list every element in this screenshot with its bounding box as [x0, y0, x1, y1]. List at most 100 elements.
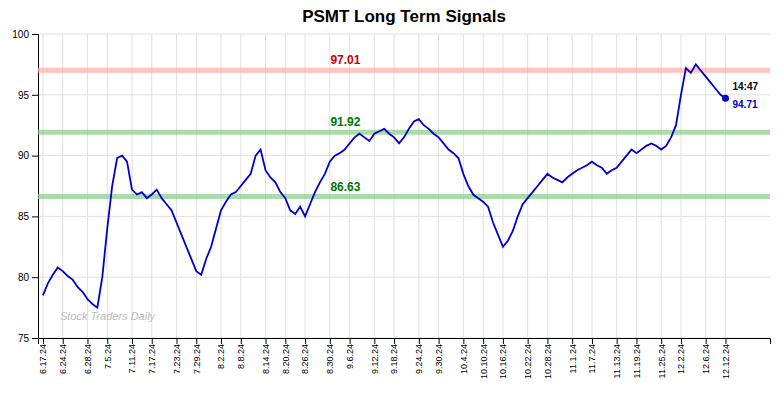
x-tick: 10.16.24	[498, 338, 508, 379]
grid-line-x	[527, 34, 528, 338]
grid-line-x	[151, 34, 152, 338]
grid-line-x	[483, 34, 484, 338]
x-tick-mark	[221, 338, 222, 344]
x-tick-label: 11.19.24	[632, 344, 642, 378]
x-tick-label: 9.12.24	[370, 344, 380, 374]
y-tick-label: 85	[18, 211, 30, 222]
y-tick-label: 80	[18, 272, 30, 283]
reference-label: 86.63	[330, 180, 360, 194]
x-tick-label: 7.23.24	[172, 344, 182, 374]
y-tick-mark	[32, 277, 38, 278]
y-tick-mark	[32, 338, 38, 339]
y-tick: 90	[18, 150, 38, 161]
x-tick-mark	[107, 338, 108, 344]
x-tick-mark	[528, 338, 529, 344]
x-tick: 8.26.24	[300, 338, 310, 374]
x-tick-label: 12.6.24	[701, 344, 711, 374]
x-tick-mark	[394, 338, 395, 344]
x-tick-label: 9.24.24	[414, 344, 424, 374]
grid-line-x	[394, 34, 395, 338]
title: PSMT Long Term Signals	[302, 7, 506, 26]
x-tick-label: 12.2.24	[676, 344, 686, 374]
price-line	[43, 64, 726, 307]
x-tick-mark	[483, 338, 484, 344]
grid-line-y	[38, 216, 770, 217]
x-tick-label: 9.18.24	[389, 344, 399, 374]
x-tick-mark	[463, 338, 464, 344]
grid-line-x	[221, 34, 222, 338]
x-tick: 9.30.24	[434, 338, 444, 374]
x-tick-mark	[374, 338, 375, 344]
x-tick-mark	[196, 338, 197, 344]
reference-line	[38, 130, 770, 135]
x-tick-label: 6.17.24	[38, 344, 48, 374]
grid-line-x	[107, 34, 108, 338]
chart: 75808590951006.17.246.24.246.28.247.5.24…	[0, 0, 784, 398]
x-tick-label: 9.30.24	[434, 344, 444, 374]
grid-line-x	[705, 34, 706, 338]
watermark: Stock Traders Daily	[60, 310, 157, 322]
grid-line-y	[38, 34, 770, 35]
x-tick: 12.2.24	[676, 338, 686, 374]
x-tick: 8.30.24	[325, 338, 335, 374]
grid-line-x	[502, 34, 503, 338]
x-tick-label: 10.28.24	[543, 344, 553, 379]
x-tick-label: 11.1.24	[568, 344, 578, 373]
x-tick-label: 7.29.24	[192, 344, 202, 374]
x-tick-mark	[152, 338, 153, 344]
y-tick-mark	[32, 216, 38, 217]
x-tick: 11.13.24	[612, 338, 622, 378]
x-tick: 9.6.24	[345, 338, 355, 369]
x-tick-label: 7.5.24	[103, 344, 113, 369]
x-tick-mark	[592, 338, 593, 344]
x-tick-label: 8.2.24	[216, 344, 226, 369]
y-tick-mark	[32, 95, 38, 96]
x-tick-mark	[330, 338, 331, 344]
x-tick-label: 10.16.24	[498, 344, 508, 379]
x-tick-mark	[706, 338, 707, 344]
x-tick: 11.7.24	[587, 338, 597, 373]
x-tick-mark	[132, 338, 133, 344]
grid-line-x	[661, 34, 662, 338]
x-tick-mark	[681, 338, 682, 344]
grid-line-y	[38, 277, 770, 278]
x-tick: 8.14.24	[261, 338, 271, 374]
x-tick: 7.17.24	[147, 338, 157, 374]
x-tick-mark	[350, 338, 351, 344]
grid-line-x	[305, 34, 306, 338]
x-tick: 10.22.24	[523, 338, 533, 379]
y-tick-label: 75	[18, 333, 30, 344]
x-tick: 6.28.24	[83, 338, 93, 374]
grid-line-x	[636, 34, 637, 338]
x-tick-mark	[636, 338, 637, 344]
reference-label: 91.92	[330, 115, 360, 129]
y-tick: 75	[18, 333, 38, 344]
x-axis: 6.17.246.24.246.28.247.5.247.11.247.17.2…	[38, 338, 770, 379]
x-tick-label: 11.7.24	[587, 344, 597, 373]
x-tick-label: 6.28.24	[83, 344, 93, 374]
x-tick: 10.28.24	[543, 338, 553, 379]
x-tick-label: 8.30.24	[325, 344, 335, 374]
y-tick-mark	[32, 156, 38, 157]
x-tick: 8.8.24	[236, 338, 246, 369]
x-tick: 11.25.24	[657, 338, 667, 378]
x-tick-mark	[419, 338, 420, 344]
labels: 97.0191.9286.6314:4794.71Stock Traders D…	[60, 53, 759, 321]
grid-line-x	[616, 34, 617, 338]
x-tick-label: 8.8.24	[236, 344, 246, 369]
x-tick-mark	[176, 338, 177, 344]
x-tick-mark	[725, 338, 726, 344]
x-tick: 7.11.24	[127, 338, 137, 373]
x-tick: 7.23.24	[172, 338, 182, 374]
x-tick-label: 12.12.24	[721, 344, 731, 379]
x-tick-mark	[63, 338, 64, 344]
grid-line-x	[196, 34, 197, 338]
x-tick-label: 9.6.24	[345, 344, 355, 369]
grid-line-y	[38, 155, 770, 156]
x-tick: 6.17.24	[38, 338, 48, 374]
y-tick: 100	[12, 29, 38, 40]
y-axis: 7580859095100	[12, 29, 38, 344]
grid-line-x	[418, 34, 419, 338]
grid-line-x	[62, 34, 63, 338]
grid-line-x	[176, 34, 177, 338]
